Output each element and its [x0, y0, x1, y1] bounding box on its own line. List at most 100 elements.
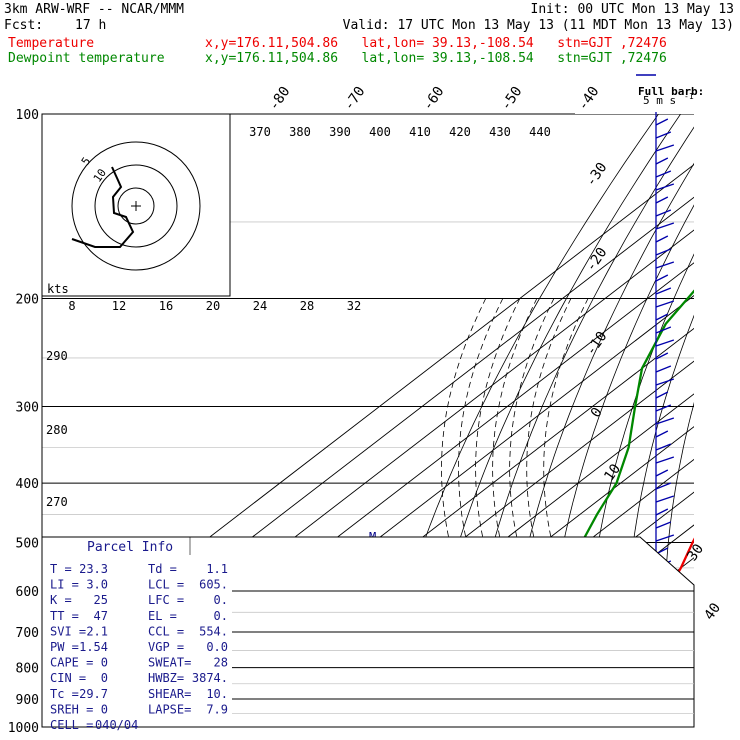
isotherm-line [686, 721, 694, 728]
wind-barb [655, 352, 669, 360]
parcel-row-value-a: 29.7 [79, 687, 108, 701]
parcel-row-label-b: LAPSE= [148, 702, 191, 716]
wind-barb [655, 261, 675, 269]
wind-barb [655, 300, 675, 308]
parcel-row-value-a: 040/04 [95, 718, 138, 732]
wind-barb [655, 157, 669, 165]
valid-time: Valid: 17 UTC Mon 13 May 13 (11 MDT Mon … [342, 18, 734, 33]
parcel-row-label-b: SHEAR= [148, 687, 191, 701]
isotherm-label: -40 [575, 84, 603, 114]
parcel-row-label-a: PW = [50, 640, 79, 654]
theta-label: 430 [489, 125, 511, 139]
parcel-row-label-a: TT = [50, 609, 79, 623]
isotherm-label: 40 [701, 600, 724, 623]
parcel-row-value-b: 605. [199, 578, 228, 592]
parcel-row-label-a: SREH = [50, 702, 93, 716]
wind-barb [655, 196, 669, 204]
hodograph-trace [71, 166, 135, 248]
wind-barb [655, 391, 669, 399]
parcel-row-value-b: 28 [214, 656, 228, 670]
parcel-info-box: Parcel Info T = 23.3 Td = 1.1 LI = 3.0 LCL = 605… [41, 536, 695, 732]
moist-adiabat-label: 12 [112, 299, 126, 313]
parcel-row-label-a: CIN = [50, 671, 86, 685]
pressure-label-100: 100 [16, 108, 39, 123]
wind-barb [655, 118, 669, 126]
wind-barb [655, 417, 675, 425]
pressure-label-800: 800 [16, 662, 39, 677]
forecast-hour: 17 h [75, 18, 107, 33]
isotherm-label: -50 [498, 84, 526, 114]
wind-barb [655, 326, 672, 334]
parcel-row-value-a: 0 [101, 702, 108, 716]
wind-barb [655, 183, 675, 191]
barb-legend-value: 5 m s [643, 94, 676, 107]
parcel-row-label-b: LFC = [148, 593, 184, 607]
parcel-row-label-a: SVI = [50, 624, 86, 638]
parcel-row-label-b: Td = [148, 562, 177, 576]
moist-adiabat-label: 32 [347, 299, 361, 313]
wind-barb [655, 222, 675, 230]
wind-barb [655, 131, 672, 139]
isotherm-label: -30 [583, 160, 611, 190]
parcel-row-value-b: 1.1 [206, 562, 228, 576]
wind-barb [655, 339, 675, 347]
pressure-label-700: 700 [16, 626, 39, 641]
theta-low-label: 270 [46, 495, 68, 509]
parcel-row-value-a: 25 [94, 593, 108, 607]
parcel-row-value-b: 10. [206, 687, 228, 701]
legend-dewpoint-info: x,y=176.11,504.86 lat,lon= 39.13,-108.54… [205, 51, 667, 66]
isotherm-label: -70 [341, 84, 369, 114]
wind-barb [655, 248, 672, 256]
hodograph-ring-label: 10 [91, 166, 109, 184]
parcel-row-value-b: 7.9 [206, 702, 228, 716]
theta-low-label: 280 [46, 423, 68, 437]
parcel-row-label-b: HWBZ= [148, 671, 184, 685]
parcel-row-value-a: 1.54 [79, 640, 108, 654]
wind-barb [655, 443, 672, 451]
parcel-row-label-b: LCL = [148, 578, 184, 592]
barb-legend-exponent: -1 [684, 92, 694, 101]
parcel-row-value-a: 23.3 [79, 562, 108, 576]
wind-barb [655, 313, 669, 321]
legend-dewpoint-name: Dewpoint temperature [8, 51, 165, 66]
parcel-row-label-a: CELL = [50, 718, 93, 732]
wind-barb [655, 144, 675, 152]
moist-adiabat-label: 20 [206, 299, 220, 313]
parcel-row-label-b: EL = [148, 609, 177, 623]
moist-adiabat-label: 8 [68, 299, 75, 313]
wind-barb [655, 521, 672, 529]
hodograph-ring [94, 164, 178, 248]
theta-label: 390 [329, 125, 351, 139]
pressure-label-600: 600 [16, 585, 39, 600]
pressure-label-500: 500 [16, 536, 39, 551]
wind-barb [655, 209, 672, 217]
wind-barb [655, 495, 675, 503]
parcel-row-label-a: LI = [50, 578, 79, 592]
wind-barb [655, 287, 672, 295]
parcel-row-value-a: 2.1 [86, 624, 108, 638]
parcel-row-value-a: 3.0 [86, 578, 108, 592]
parcel-row-label-a: T = [50, 562, 72, 576]
parcel-row-label-b: SWEAT= [148, 656, 191, 670]
wind-barb [655, 404, 672, 412]
parcel-row-label-a: Tc = [50, 687, 79, 701]
barb-legend-title: Full barb: [638, 85, 704, 98]
wind-barb [655, 378, 675, 386]
parcel-row-value-a: 0 [101, 656, 108, 670]
wind-barb [655, 508, 669, 516]
pressure-label-400: 400 [16, 477, 39, 492]
parcel-row-value-b: 554. [199, 624, 228, 638]
isotherm-label: 0 [588, 405, 606, 421]
isotherm-label: 10 [601, 461, 624, 484]
wind-barb [655, 482, 672, 490]
parcel-row-value-b: 0. [214, 609, 228, 623]
hodograph-unit: kts [47, 282, 69, 296]
init-time: Init: 00 UTC Mon 13 May 13 [530, 2, 735, 17]
parcel-row-label-b: VGP = [148, 640, 184, 654]
wind-barb [655, 170, 672, 178]
wind-barb [655, 235, 669, 243]
isotherm-label: -60 [420, 84, 448, 114]
theta-low-label: 290 [46, 349, 68, 363]
legend-temperature-info: x,y=176.11,504.86 lat,lon= 39.13,-108.54… [205, 36, 667, 51]
